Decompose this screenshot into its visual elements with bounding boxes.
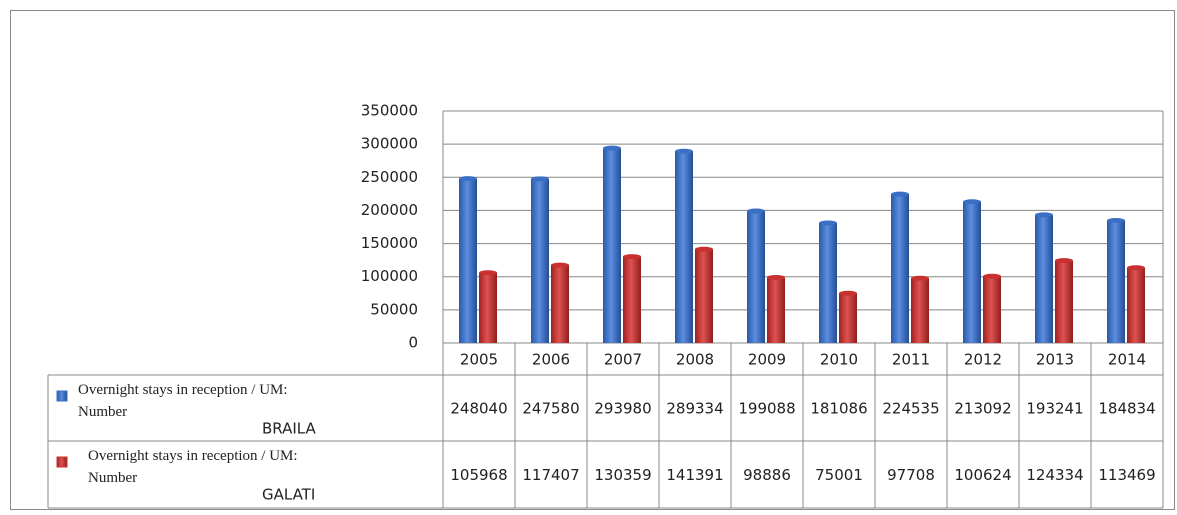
- cell-value: 247580: [522, 400, 579, 418]
- bar: [911, 278, 929, 343]
- x-tick-label: 2009: [748, 351, 786, 369]
- x-tick-label: 2011: [892, 351, 930, 369]
- y-tick-label: 300000: [361, 135, 418, 153]
- x-tick-label: 2010: [820, 351, 858, 369]
- bar: [1035, 214, 1053, 343]
- bar-cap: [459, 176, 477, 182]
- bar-cap: [767, 274, 785, 280]
- cell-value: 181086: [810, 400, 867, 418]
- cell-value: 193241: [1026, 400, 1083, 418]
- cell-value: 293980: [594, 400, 651, 418]
- cell-value: 248040: [450, 400, 507, 418]
- x-tick-label: 2007: [604, 351, 642, 369]
- cell-value: 105968: [450, 466, 507, 484]
- bar-cap: [675, 148, 693, 154]
- cell-value: 199088: [738, 400, 795, 418]
- x-tick-label: 2008: [676, 351, 714, 369]
- bar: [695, 249, 713, 343]
- bar: [963, 201, 981, 343]
- legend-box: Overnight stays in reception / UM: Numbe…: [78, 382, 288, 420]
- bar-cap: [963, 199, 981, 205]
- bar: [1055, 260, 1073, 343]
- cell-value: 130359: [594, 466, 651, 484]
- region-label: BRAILA: [262, 420, 316, 438]
- bar-cap: [479, 270, 497, 276]
- bar-cap: [911, 275, 929, 281]
- legend-box: Overnight stays in reception / UM: Numbe…: [88, 448, 298, 486]
- bar: [1127, 267, 1145, 343]
- bar-cap: [623, 254, 641, 260]
- bar-cap: [531, 176, 549, 182]
- x-tick-label: 2014: [1108, 351, 1146, 369]
- cell-value: 113469: [1098, 466, 1155, 484]
- bar: [531, 178, 549, 343]
- bar-cap: [1035, 212, 1053, 218]
- cell-value: 98886: [743, 466, 791, 484]
- bar: [819, 222, 837, 343]
- legend-swatch: [56, 390, 68, 402]
- y-tick-label: 200000: [361, 201, 418, 219]
- y-tick-label: 150000: [361, 234, 418, 252]
- bar: [891, 194, 909, 343]
- bar-cap: [551, 262, 569, 268]
- x-tick-label: 2006: [532, 351, 570, 369]
- bar: [839, 293, 857, 343]
- bar: [603, 148, 621, 343]
- bar-cap: [1107, 217, 1125, 223]
- bar-cap: [747, 208, 765, 214]
- bar-cap: [603, 145, 621, 151]
- bar: [623, 256, 641, 343]
- cell-value: 100624: [954, 466, 1011, 484]
- bar: [459, 178, 477, 343]
- cell-value: 184834: [1098, 400, 1155, 418]
- bar-cap: [983, 273, 1001, 279]
- bar: [675, 151, 693, 343]
- y-tick-label: 0: [408, 334, 418, 352]
- bar-cap: [1127, 265, 1145, 271]
- bar: [767, 277, 785, 343]
- legend-label: Overnight stays in reception / UM: Numbe…: [88, 448, 298, 486]
- legend-label: Overnight stays in reception / UM: Numbe…: [78, 382, 288, 420]
- bar-cap: [819, 220, 837, 226]
- y-tick-label: 100000: [361, 267, 418, 285]
- bar-cap: [839, 290, 857, 296]
- bar-cap: [1055, 258, 1073, 264]
- cell-value: 213092: [954, 400, 1011, 418]
- frame: [10, 10, 1175, 510]
- bar-cap: [695, 246, 713, 252]
- bar: [747, 211, 765, 343]
- cell-value: 224535: [882, 400, 939, 418]
- bar: [479, 272, 497, 343]
- y-tick-label: 350000: [361, 102, 418, 120]
- x-tick-label: 2005: [460, 351, 498, 369]
- cell-value: 124334: [1026, 466, 1083, 484]
- bar: [983, 276, 1001, 343]
- x-tick-label: 2012: [964, 351, 1002, 369]
- bar-cap: [891, 191, 909, 197]
- cell-value: 75001: [815, 466, 863, 484]
- y-tick-label: 50000: [370, 300, 418, 318]
- x-tick-label: 2013: [1036, 351, 1074, 369]
- cell-value: 141391: [666, 466, 723, 484]
- y-tick-label: 250000: [361, 168, 418, 186]
- bar: [551, 265, 569, 343]
- cell-value: 97708: [887, 466, 935, 484]
- legend-swatch: [56, 456, 68, 468]
- bar: [1107, 220, 1125, 343]
- cell-value: 289334: [666, 400, 723, 418]
- cell-value: 117407: [522, 466, 579, 484]
- region-label: GALATI: [262, 486, 315, 504]
